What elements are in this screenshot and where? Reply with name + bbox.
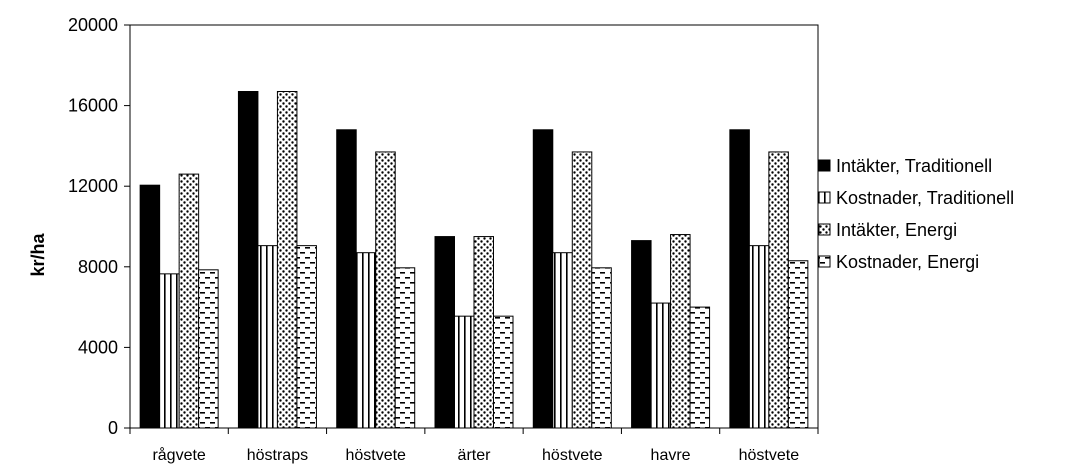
y-tick-label: 4000 — [78, 337, 118, 357]
legend-label: Intäkter, Traditionell — [836, 156, 992, 176]
bar — [787, 260, 809, 429]
legend-swatch — [818, 191, 831, 204]
bar — [650, 302, 672, 429]
legend-label: Kostnader, Energi — [836, 252, 979, 272]
bar — [237, 90, 259, 429]
bar — [454, 315, 475, 429]
bar — [276, 90, 298, 429]
legend-swatch — [818, 159, 831, 172]
y-tick-label: 0 — [108, 418, 118, 438]
legend-label: Kostnader, Traditionell — [836, 188, 1014, 208]
bar — [768, 151, 789, 429]
bar — [336, 129, 357, 429]
bar — [257, 245, 278, 429]
axes-layer: 0 4000 8000 12000 16000 20000 rågvete höstraps h… — [68, 15, 819, 464]
bar — [375, 151, 396, 429]
y-axis-title: kr/ha — [28, 233, 48, 277]
bar — [493, 315, 514, 429]
bar — [198, 269, 219, 429]
bar — [178, 173, 200, 429]
legend: Intäkter, Traditionell Kostnader, Traditi… — [818, 156, 1014, 272]
y-tick-label: 20000 — [68, 15, 118, 35]
legend-swatch — [818, 255, 831, 268]
legend-swatch — [818, 223, 831, 236]
bar — [434, 236, 455, 429]
bars-layer — [139, 90, 809, 429]
bar — [729, 129, 750, 429]
bar — [689, 306, 711, 429]
y-tick-label: 12000 — [68, 176, 118, 196]
x-tick-label: höstvete — [739, 447, 800, 464]
bar — [748, 245, 770, 429]
bar — [473, 236, 494, 429]
bar — [631, 240, 652, 429]
x-tick-label: höstraps — [247, 447, 308, 464]
bar — [571, 151, 593, 429]
bar — [139, 184, 161, 429]
x-tick-label: ärter — [458, 447, 492, 464]
bar — [296, 245, 317, 429]
legend-label: Intäkter, Energi — [836, 220, 957, 240]
y-tick-label: 16000 — [68, 96, 118, 116]
x-tick-label: rågvete — [152, 446, 205, 464]
bar — [394, 267, 416, 429]
bar — [670, 234, 691, 429]
bar — [159, 273, 180, 429]
bar — [552, 252, 573, 429]
y-tick-label: 8000 — [78, 257, 118, 277]
x-tick-label: höstvete — [345, 447, 406, 464]
x-tick-label: höstvete — [542, 447, 603, 464]
bar — [591, 267, 612, 429]
x-tick-label: havre — [651, 447, 691, 464]
bar — [355, 252, 377, 429]
bar — [532, 129, 554, 429]
